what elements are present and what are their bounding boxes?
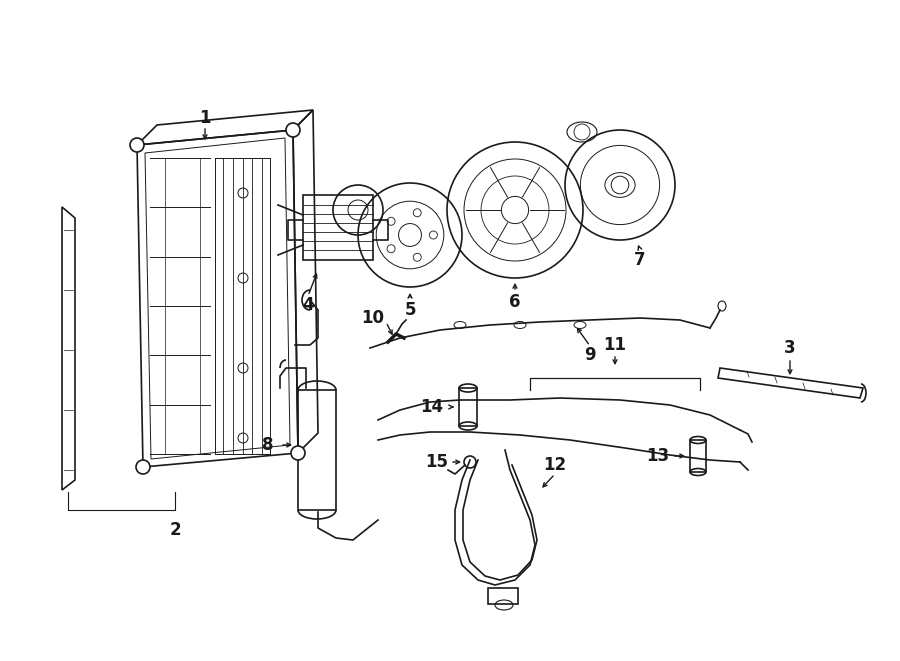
Text: 7: 7 [634,251,646,269]
Text: 15: 15 [426,453,448,471]
Text: 4: 4 [302,296,314,314]
Circle shape [286,123,300,137]
Bar [690,440,706,472]
Text: 10: 10 [362,309,384,327]
Text: 12: 12 [544,456,567,474]
Bar [298,390,336,510]
Text: 13: 13 [646,447,670,465]
Text: 3: 3 [784,339,796,357]
Text: 11: 11 [604,336,626,354]
Text: 5: 5 [404,301,416,319]
Text: 1: 1 [199,109,211,127]
Bar [459,388,477,426]
Bar [303,195,373,260]
Text: 14: 14 [420,398,444,416]
Circle shape [291,446,305,460]
Text: 6: 6 [509,293,521,311]
Bar [488,588,518,604]
Text: 8: 8 [262,436,274,454]
Text: 2: 2 [169,521,181,539]
Circle shape [136,460,150,474]
Text: 9: 9 [584,346,596,364]
Circle shape [130,138,144,152]
